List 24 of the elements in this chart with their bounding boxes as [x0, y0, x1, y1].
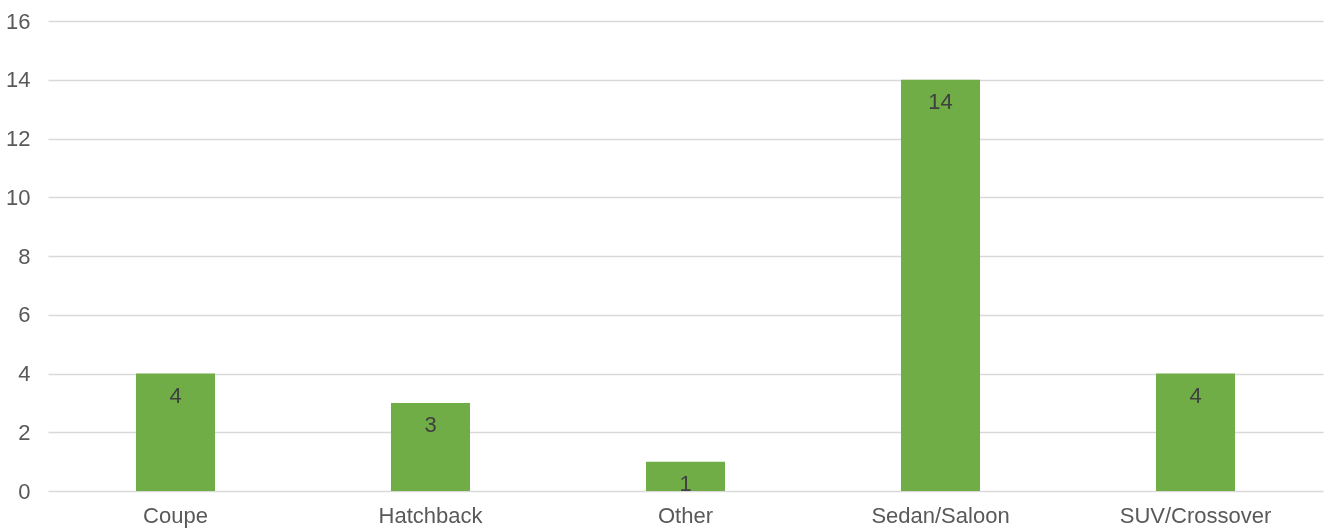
y-tick-label: 6: [18, 302, 31, 328]
bar: [645, 461, 726, 491]
data-label: 1: [679, 470, 692, 496]
x-tick-label: Sedan/Saloon: [871, 502, 1010, 528]
y-tick-label: 14: [6, 67, 31, 93]
x-tick-label: SUV/Crossover: [1119, 502, 1272, 528]
x-tick-label: Coupe: [143, 502, 208, 528]
bar: [135, 373, 216, 491]
y-tick-label: 4: [18, 361, 31, 386]
bar: [900, 79, 981, 491]
y-tick-label: 12: [6, 126, 31, 151]
data-label: 4: [169, 382, 182, 408]
y-tick-label: 2: [18, 419, 31, 445]
data-label: 3: [424, 411, 437, 437]
data-label: 4: [1189, 382, 1202, 408]
data-label: 14: [928, 88, 953, 114]
y-tick-label: 8: [18, 243, 31, 269]
x-tick-label: Other: [657, 502, 714, 528]
bar: [390, 402, 471, 491]
x-tick-label: Hatchback: [378, 502, 484, 528]
y-tick-label: 0: [18, 478, 31, 504]
y-tick-label: 16: [6, 8, 31, 34]
y-tick-label: 10: [6, 184, 31, 210]
bar: [1155, 373, 1236, 491]
